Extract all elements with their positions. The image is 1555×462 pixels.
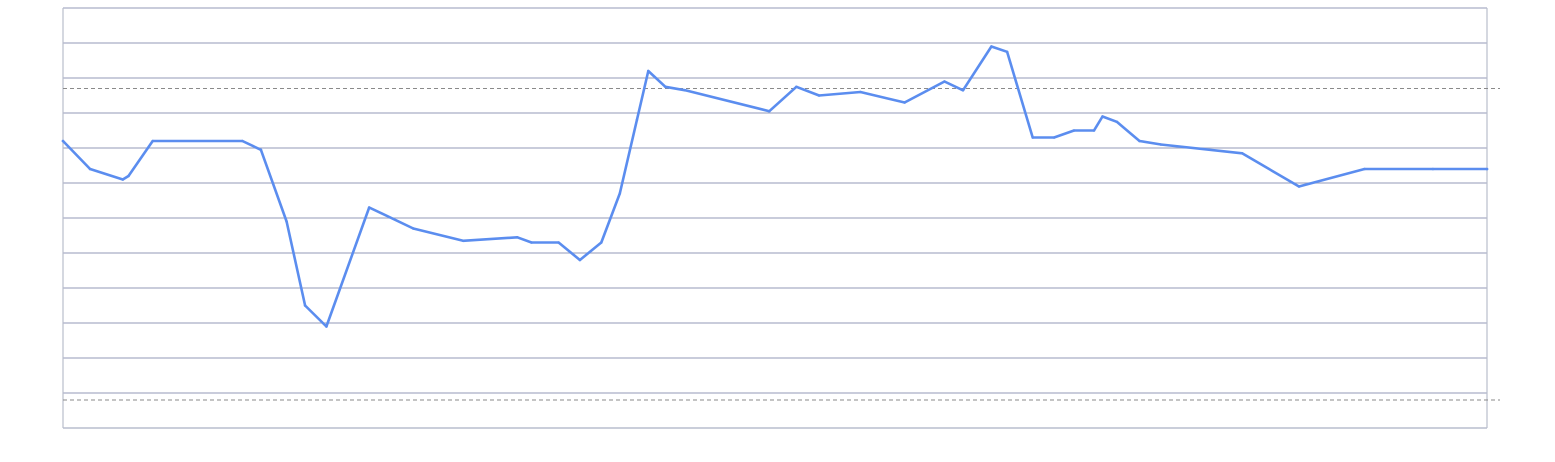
data-point	[817, 94, 821, 97]
data-point	[961, 88, 965, 92]
data-point	[599, 241, 603, 244]
data-point	[646, 69, 650, 73]
data-point	[1101, 115, 1104, 118]
series-layer	[61, 45, 1489, 328]
data-point	[1159, 143, 1163, 146]
data-point	[325, 325, 328, 328]
data-point	[1297, 185, 1301, 188]
data-point	[127, 174, 130, 178]
data-point	[241, 139, 244, 143]
grid-layer	[63, 7, 1487, 429]
data-point	[461, 239, 465, 243]
data-point	[1240, 151, 1244, 155]
data-point	[88, 167, 92, 171]
data-point	[367, 206, 371, 209]
data-point	[61, 139, 65, 143]
data-point	[1115, 120, 1119, 124]
data-point	[1052, 136, 1056, 139]
reference-lines	[63, 88, 1500, 401]
data-point	[151, 139, 155, 143]
data-point	[618, 192, 622, 195]
data-point	[303, 304, 307, 307]
data-point	[795, 85, 798, 89]
data-point	[768, 109, 771, 113]
data-point	[1431, 167, 1435, 171]
data-point	[530, 241, 533, 244]
data-point	[1072, 129, 1076, 132]
data-point	[121, 178, 125, 181]
data-point	[557, 241, 560, 244]
data-point	[859, 90, 862, 94]
data-point	[635, 118, 639, 122]
data-point	[1031, 136, 1035, 139]
data-point	[1092, 129, 1096, 132]
data-point	[259, 148, 263, 152]
axis-layer	[62, 8, 1488, 429]
data-point	[515, 235, 519, 239]
data-point	[943, 80, 946, 83]
data-point	[578, 258, 582, 262]
data-point	[285, 220, 288, 223]
data-point	[990, 45, 993, 48]
data-point	[903, 101, 906, 104]
data-point	[1138, 139, 1141, 143]
data-point	[664, 85, 667, 89]
data-point	[683, 88, 687, 92]
data-point	[412, 227, 415, 230]
data-point	[1485, 167, 1489, 171]
data-point	[1363, 167, 1366, 171]
data-point	[1005, 50, 1009, 54]
